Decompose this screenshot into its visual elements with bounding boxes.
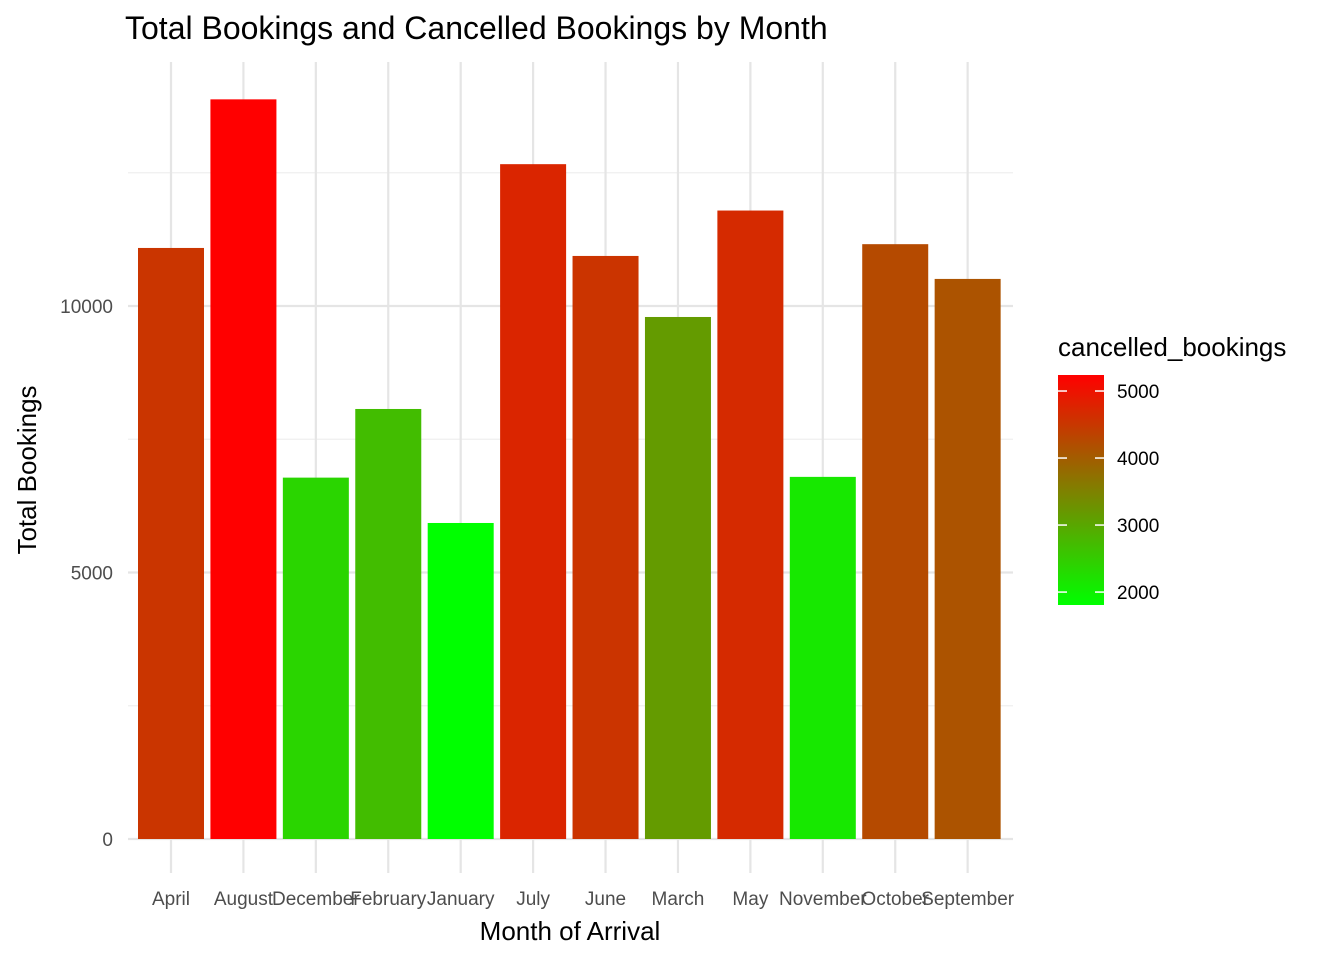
chart-title: Total Bookings and Cancelled Bookings by… <box>125 10 828 46</box>
x-tick-label: July <box>516 889 550 910</box>
x-tick-label: February <box>350 889 427 910</box>
y-axis-title: Total Bookings <box>12 385 42 554</box>
legend-colorbar <box>1058 375 1104 605</box>
legend-tick-label: 3000 <box>1117 516 1159 537</box>
y-axis-ticks: 0 5000 10000 <box>60 297 113 851</box>
x-tick-label: October <box>861 889 929 910</box>
bar-may <box>717 210 784 840</box>
color-legend: cancelled_bookings 2000 3000 4000 5000 <box>1058 332 1286 605</box>
legend-tick-label: 4000 <box>1117 449 1159 470</box>
bar-october <box>862 244 929 839</box>
x-tick-label: November <box>779 889 867 910</box>
legend-title: cancelled_bookings <box>1058 332 1286 362</box>
x-axis-title: Month of Arrival <box>480 916 661 946</box>
bar-december <box>282 477 349 839</box>
bar-march <box>644 316 711 839</box>
x-tick-label: September <box>921 889 1015 910</box>
x-tick-label: December <box>272 889 360 910</box>
x-tick-label: May <box>732 889 768 910</box>
bar-february <box>355 408 422 839</box>
x-tick-label: March <box>652 889 705 910</box>
y-tick-label: 5000 <box>71 564 113 585</box>
bars <box>138 99 1001 840</box>
y-tick-label: 0 <box>102 830 113 851</box>
x-tick-label: August <box>214 889 274 910</box>
legend-ticks: 2000 3000 4000 5000 <box>1058 382 1159 604</box>
bar-january <box>427 522 494 839</box>
bar-july <box>500 164 567 839</box>
x-tick-label: April <box>152 889 190 910</box>
bar-june <box>572 255 639 839</box>
bar-november <box>789 476 856 839</box>
bar-april <box>138 247 204 839</box>
x-tick-label: June <box>585 889 626 910</box>
x-tick-label: January <box>427 889 495 910</box>
bar-august <box>210 99 277 840</box>
legend-tick-label: 2000 <box>1117 583 1159 604</box>
y-tick-label: 10000 <box>60 297 113 318</box>
legend-tick-label: 5000 <box>1117 382 1159 403</box>
bar-september <box>934 278 1001 840</box>
